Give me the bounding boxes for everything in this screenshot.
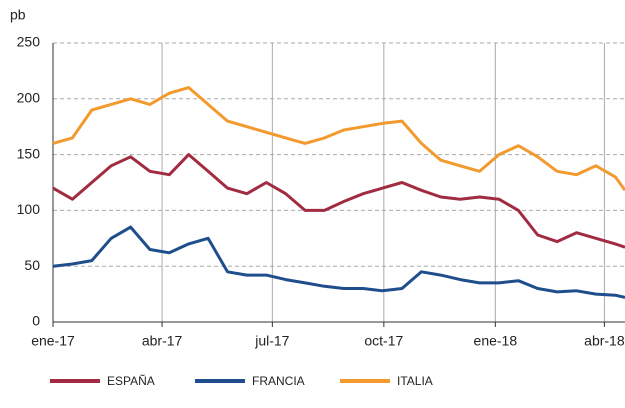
line-series xyxy=(52,153,625,249)
y-tick-label: 200 xyxy=(17,90,41,106)
x-tick-label: abr-18 xyxy=(584,333,625,349)
y-tick-label: 150 xyxy=(17,145,41,161)
x-tick-label: ene-18 xyxy=(474,333,518,349)
y-tick-label: 0 xyxy=(32,313,40,329)
y-axis-label: pb xyxy=(10,7,26,23)
legend-label: FRANCIA xyxy=(252,374,305,388)
x-tick-label: abr-17 xyxy=(142,333,183,349)
x-tick-label: oct-17 xyxy=(364,333,403,349)
legend-label: ITALIA xyxy=(397,374,433,388)
line-series xyxy=(52,86,625,192)
x-tick-label: jul-17 xyxy=(254,333,289,349)
x-tick-label: ene-17 xyxy=(31,333,75,349)
y-tick-label: 250 xyxy=(17,34,41,50)
line-series xyxy=(52,225,625,299)
y-tick-label: 100 xyxy=(17,201,41,217)
legend-label: ESPAÑA xyxy=(107,374,155,388)
y-tick-label: 50 xyxy=(24,257,40,273)
